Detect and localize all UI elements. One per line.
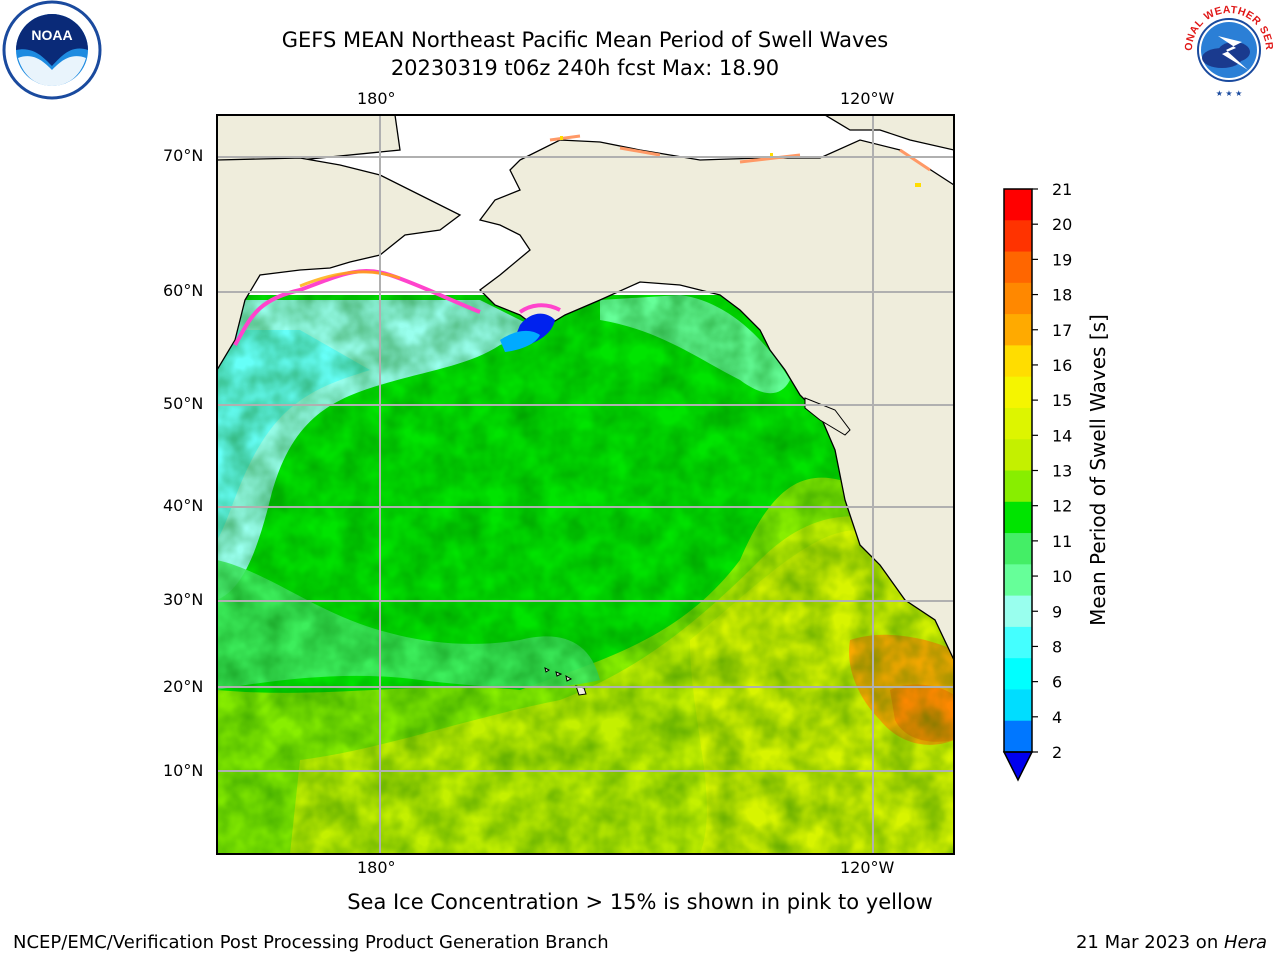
lat-label-20n: 20°N	[163, 677, 204, 696]
lat-label-40n: 40°N	[163, 496, 204, 515]
colorbar-tick-label: 18	[1052, 286, 1072, 305]
footer-date-text: 21 Mar 2023 on	[1075, 932, 1224, 953]
lat-label-70n: 70°N	[163, 146, 204, 165]
colorbar: 21 20 19 18 17 16 15 14 13 12 11 10 9 8 6 4 2	[1002, 180, 1072, 782]
colorbar-tick-label: 14	[1052, 426, 1072, 445]
lon-label-bottom-180: 180°	[357, 858, 396, 877]
svg-text:★ ★ ★: ★ ★ ★	[1216, 89, 1243, 98]
colorbar-segment	[1004, 689, 1032, 722]
colorbar-tick-label: 4	[1052, 708, 1062, 727]
colorbar-tick-label: 10	[1052, 567, 1072, 586]
sea-ice-note: Sea Ice Concentration > 15% is shown in …	[347, 890, 933, 914]
footer-date: 21 Mar 2023 on Hera	[1076, 932, 1267, 953]
colorbar-tick-label: 17	[1052, 321, 1072, 340]
colorbar-segment	[1004, 501, 1032, 534]
colorbar-segment	[1004, 439, 1032, 471]
colorbar-tick-label: 2	[1052, 743, 1062, 762]
colorbar-segment	[1004, 564, 1032, 597]
colorbar-segment	[1004, 595, 1032, 628]
colorbar-segment	[1004, 282, 1032, 315]
colorbar-segment	[1004, 407, 1032, 440]
colorbar-tick-label: 21	[1052, 180, 1072, 199]
lon-label-top-120w: 120°W	[840, 89, 895, 108]
colorbar-tick-label: 15	[1052, 391, 1072, 410]
colorbar-segment	[1004, 376, 1032, 409]
noaa-logo: NOAA	[2, 0, 102, 100]
footer-credit: NCEP/EMC/Verification Post Processing Pr…	[13, 932, 609, 953]
nws-logo: NATIONAL WEATHER SERVICE ★ ★ ★	[1178, 0, 1277, 98]
colorbar-tick-label: 8	[1052, 637, 1062, 656]
chart-title: GEFS MEAN Northeast Pacific Mean Period …	[281, 28, 889, 52]
colorbar-tick-label: 13	[1052, 462, 1072, 481]
lon-label-top-180: 180°	[357, 89, 396, 108]
colorbar-segment	[1004, 345, 1032, 378]
colorbar-tick-label: 19	[1052, 250, 1072, 269]
colorbar-segment	[1004, 533, 1032, 565]
map-border	[216, 114, 955, 855]
colorbar-tick-label: 12	[1052, 497, 1072, 516]
map-area	[217, 115, 954, 854]
colorbar-segment	[1004, 626, 1032, 659]
colorbar-segment	[1004, 189, 1032, 221]
colorbar-tick-label: 20	[1052, 215, 1072, 234]
colorbar-segment	[1004, 251, 1032, 284]
footer-host: Hera	[1223, 932, 1267, 953]
colorbar-tick-label: 6	[1052, 673, 1062, 692]
colorbar-segment	[1004, 470, 1032, 503]
graticule	[217, 115, 954, 854]
lon-label-bottom-120w: 120°W	[840, 858, 895, 877]
lat-label-10n: 10°N	[163, 761, 204, 780]
colorbar-segment	[1004, 720, 1032, 753]
colorbar-segment	[1004, 220, 1032, 253]
colorbar-tick-label: 9	[1052, 602, 1062, 621]
chart-subtitle: 20230319 t06z 240h fcst Max: 18.90	[390, 56, 780, 80]
colorbar-label: Mean Period of Swell Waves [s]	[1086, 314, 1110, 626]
colorbar-segment	[1004, 314, 1032, 346]
lat-label-30n: 30°N	[163, 590, 204, 609]
lat-label-60n: 60°N	[163, 281, 204, 300]
colorbar-tick-label: 16	[1052, 356, 1072, 375]
noaa-logo-text: NOAA	[31, 27, 72, 43]
colorbar-extend-arrow	[1002, 751, 1034, 782]
lat-label-50n: 50°N	[163, 394, 204, 413]
colorbar-segment	[1004, 658, 1032, 690]
colorbar-tick-label: 11	[1052, 532, 1072, 551]
